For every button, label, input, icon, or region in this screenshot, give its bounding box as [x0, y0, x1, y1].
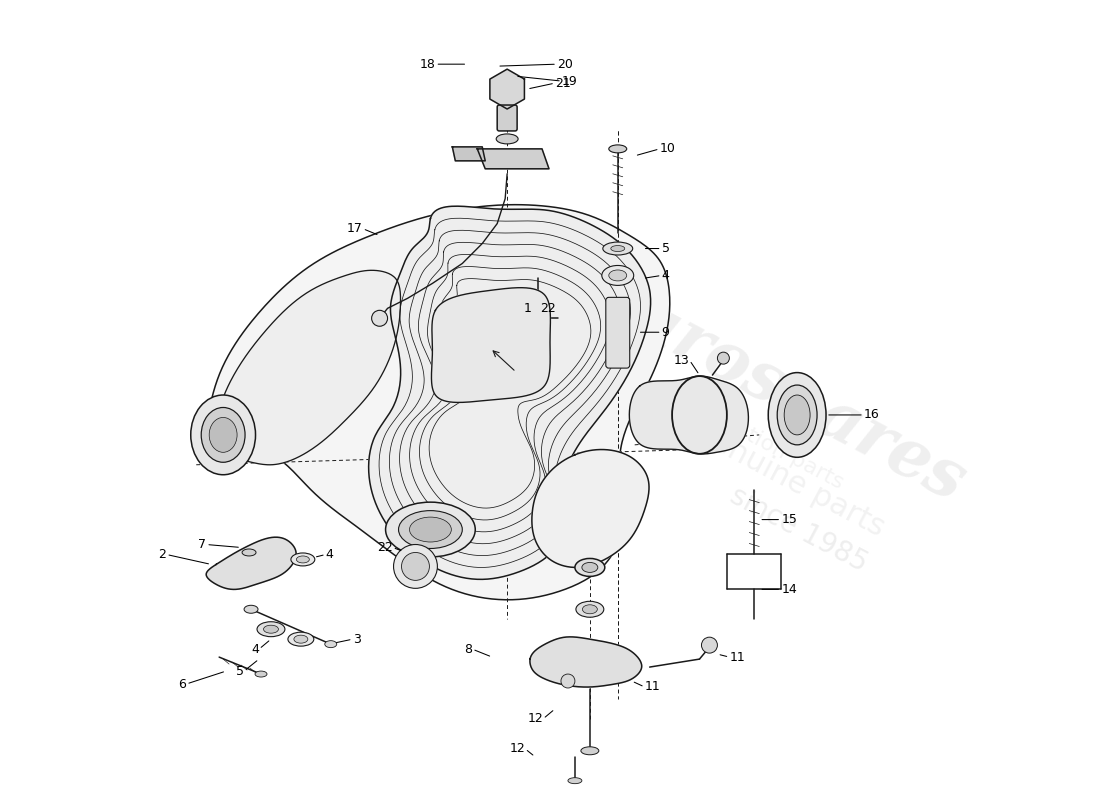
Text: 4: 4: [326, 548, 333, 561]
Text: genuine parts: genuine parts: [689, 418, 890, 542]
Ellipse shape: [768, 373, 826, 458]
Ellipse shape: [201, 407, 245, 462]
Text: 16: 16: [864, 409, 880, 422]
Ellipse shape: [575, 558, 605, 576]
Text: 9: 9: [661, 326, 670, 338]
Ellipse shape: [294, 635, 308, 643]
Circle shape: [372, 310, 387, 326]
Ellipse shape: [190, 395, 255, 474]
Text: eurospares: eurospares: [582, 265, 977, 516]
Text: application parts: application parts: [672, 387, 847, 493]
Ellipse shape: [576, 602, 604, 618]
Ellipse shape: [290, 553, 315, 566]
Ellipse shape: [608, 145, 627, 153]
FancyBboxPatch shape: [497, 105, 517, 131]
Circle shape: [702, 637, 717, 653]
Text: 7: 7: [198, 538, 206, 551]
Polygon shape: [217, 270, 400, 465]
Ellipse shape: [398, 510, 462, 549]
Ellipse shape: [581, 746, 598, 754]
Text: 10: 10: [660, 142, 675, 155]
Polygon shape: [477, 149, 549, 169]
Polygon shape: [532, 450, 649, 567]
Ellipse shape: [602, 266, 634, 286]
Ellipse shape: [296, 556, 309, 563]
Polygon shape: [452, 147, 485, 161]
Text: 4: 4: [661, 269, 670, 282]
Text: 19: 19: [562, 74, 578, 88]
Ellipse shape: [244, 606, 258, 614]
Circle shape: [561, 674, 575, 688]
Text: 15: 15: [781, 513, 798, 526]
Polygon shape: [629, 376, 748, 454]
Ellipse shape: [582, 605, 597, 614]
Ellipse shape: [242, 549, 256, 556]
Text: 22: 22: [377, 541, 393, 554]
Text: 2: 2: [158, 548, 166, 561]
Polygon shape: [530, 637, 641, 687]
Ellipse shape: [603, 242, 632, 255]
Ellipse shape: [678, 384, 722, 446]
Text: 17: 17: [346, 222, 363, 235]
Polygon shape: [206, 205, 670, 600]
FancyBboxPatch shape: [606, 298, 629, 368]
Text: 4: 4: [251, 642, 258, 656]
Ellipse shape: [257, 622, 285, 637]
Text: 20: 20: [557, 58, 573, 70]
Text: 22: 22: [540, 302, 556, 315]
Text: 3: 3: [353, 633, 361, 646]
Polygon shape: [490, 69, 525, 109]
Text: 18: 18: [419, 58, 436, 70]
Text: 11: 11: [729, 650, 745, 664]
Polygon shape: [431, 288, 550, 402]
Ellipse shape: [608, 270, 627, 281]
Text: 12: 12: [509, 742, 525, 755]
Text: 14: 14: [781, 583, 796, 596]
Polygon shape: [206, 537, 296, 590]
Text: 8: 8: [464, 642, 472, 656]
Ellipse shape: [582, 562, 597, 572]
Ellipse shape: [386, 502, 475, 557]
Text: 5: 5: [661, 242, 670, 255]
Text: 11: 11: [645, 681, 660, 694]
Text: 21: 21: [556, 77, 571, 90]
Text: since 1985: since 1985: [726, 482, 872, 578]
Ellipse shape: [209, 418, 238, 452]
Ellipse shape: [610, 246, 625, 251]
Ellipse shape: [778, 385, 817, 445]
Ellipse shape: [496, 134, 518, 144]
Text: 13: 13: [674, 354, 690, 366]
Ellipse shape: [324, 641, 337, 648]
Ellipse shape: [409, 517, 451, 542]
Ellipse shape: [568, 778, 582, 784]
Text: 6: 6: [178, 678, 186, 690]
Ellipse shape: [255, 671, 267, 677]
Text: 5: 5: [236, 665, 244, 678]
Circle shape: [402, 553, 429, 580]
Ellipse shape: [288, 632, 313, 646]
Text: 1: 1: [524, 302, 532, 315]
Ellipse shape: [784, 395, 810, 435]
Circle shape: [717, 352, 729, 364]
Polygon shape: [368, 206, 650, 579]
Circle shape: [394, 545, 438, 588]
Text: 12: 12: [527, 712, 543, 726]
Ellipse shape: [264, 626, 278, 633]
